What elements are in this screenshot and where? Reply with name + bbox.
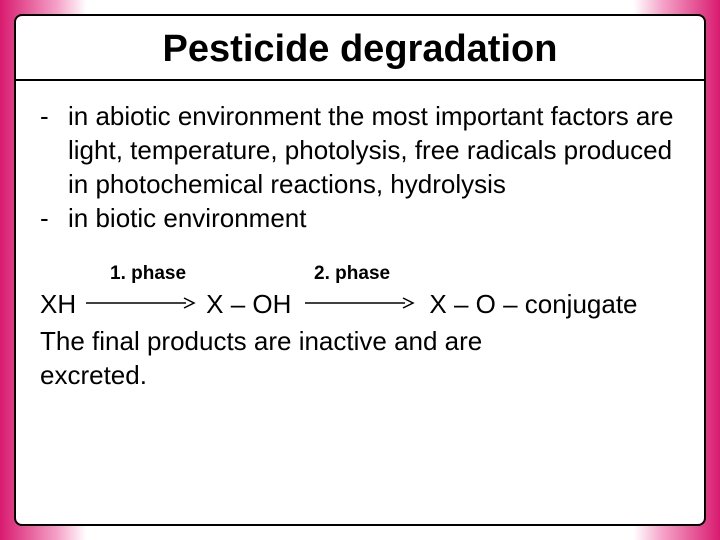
title-underline [16,79,704,81]
phase-2-label: 2. phase [314,263,390,285]
arrow-icon [305,296,415,310]
bullet-marker: - [40,201,68,235]
bullet-item: - in abiotic environment the most import… [40,99,680,201]
reaction-term-1: XH [40,289,76,320]
reaction-term-2: X – OH [206,289,291,320]
slide-title: Pesticide degradation [40,28,680,71]
slide-frame: Pesticide degradation - in abiotic envir… [0,0,720,540]
spacer [40,263,110,285]
phase-labels-row: 1. phase 2. phase [40,263,680,285]
bullet-item: - in biotic environment [40,201,680,235]
slide-panel: Pesticide degradation - in abiotic envir… [14,14,706,526]
final-text-line-2: excreted. [40,358,680,392]
reaction-row: XH X – OH X – O – conjugate [40,289,680,320]
final-text-line-1: The final products are inactive and are [40,324,680,358]
bullet-marker: - [40,99,68,201]
arrow-icon [86,296,196,310]
spacer [186,263,314,285]
bullet-text: in biotic environment [68,201,306,235]
reaction-term-3: X – O – conjugate [429,289,637,320]
phase-1-label: 1. phase [110,263,186,285]
bullet-text: in abiotic environment the most importan… [68,99,680,201]
